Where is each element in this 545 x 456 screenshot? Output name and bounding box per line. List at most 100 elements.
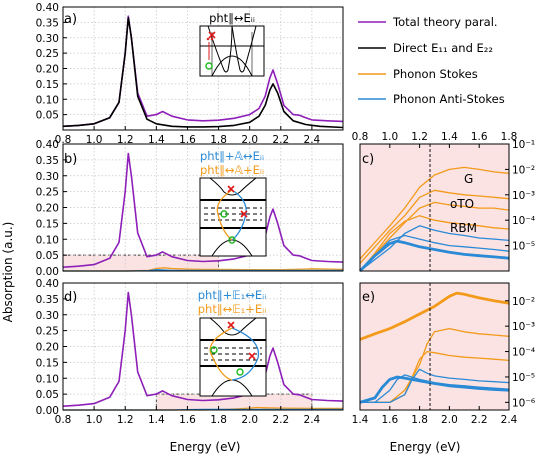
y-tick-label-d: 0.25 (36, 326, 59, 338)
series-d-total-0 (62, 291, 344, 407)
x-tick-label-d: 1.0 (86, 414, 103, 426)
inset-schematic-b: pht∥+𝔸↔Eᵢᵢ pht∥↔𝔸+Eᵢᵢ (199, 149, 267, 257)
x-tick-label-d: 2.2 (272, 414, 289, 426)
series-b-total-0 (62, 152, 344, 268)
x-tick-label-e: 2.4 (501, 414, 518, 426)
y-tick-label-b: 0.35 (36, 155, 59, 167)
inset-title-b-1: pht∥+𝔸↔Eᵢᵢ (200, 149, 264, 163)
x-tick-label-c: 1.0 (381, 131, 398, 143)
y-tick-label-d: 0.30 (36, 310, 59, 322)
inset-title-a: pht∥↔Eᵢᵢ (209, 11, 255, 25)
series-c-stokes-1 (359, 189, 510, 264)
y-tick-label-a: 0.40 (36, 2, 59, 14)
inset-title-d-2: pht∥↔𝔼₁+Eᵢᵢ (198, 302, 267, 316)
legend-label-stokes: Phonon Stokes (393, 67, 478, 81)
legend-label-direct: Direct E₁₁ and E₂₂ (393, 41, 493, 55)
annotation-g: G (464, 172, 473, 186)
x-tick-label-e: 2.0 (441, 414, 458, 426)
x-tick-label-a: 1.2 (117, 134, 134, 146)
frame-e (359, 282, 510, 411)
series-e-stokes-0 (359, 291, 510, 341)
inset-title-d-1: pht∥+𝔼₁↔Eᵢᵢ (198, 288, 267, 302)
x-tick-label-a: 1.4 (148, 134, 165, 146)
y-tick-label-b: 0.00 (36, 266, 59, 278)
x-tick-label-a: 2.2 (272, 134, 289, 146)
x-tick-label-e: 2.2 (471, 414, 488, 426)
y-tick-label-e: 10⁻⁵ (512, 372, 535, 384)
y-tick-label-d: 0.40 (36, 278, 59, 290)
y-tick-label-d: 0.10 (36, 373, 59, 385)
y-tick-label-c: 10⁻¹ (512, 139, 535, 151)
ticks-layer: 0.8 1.0 1.2 1.4 1.6 1.8 2.0 2.2 2.4 0.05 0.10 0.15 0… (36, 2, 536, 426)
x-tick-label-d: 1.6 (179, 414, 196, 426)
y-tick-label-d: 0.00 (36, 405, 59, 417)
series-c-stokes-2 (359, 201, 510, 272)
panel-label-a: a) (64, 12, 77, 27)
y-tick-label-b: 0.30 (36, 171, 59, 183)
annotation-oto: oTO (450, 197, 474, 211)
y-tick-label-d: 0.35 (36, 294, 59, 306)
inset-schematic-d: pht∥+𝔼₁↔Eᵢᵢ pht∥↔𝔼₁+Eᵢᵢ (198, 288, 267, 397)
y-tick-label-e: 10⁻³ (512, 321, 535, 333)
x-tick-label-d: 0.8 (55, 414, 72, 426)
series-layer (62, 15, 510, 411)
x-tick-label-c: 0.8 (352, 131, 369, 143)
x-tick-label-c: 1.4 (441, 131, 458, 143)
shade-layer (62, 144, 509, 411)
x-tick-label-a: 1.6 (179, 134, 196, 146)
y-tick-label-c: 10⁻³ (512, 190, 535, 202)
y-axis-label: Absorption (a.u.) (1, 222, 15, 323)
y-tick-label-e: 10⁻⁶ (512, 397, 535, 409)
x-tick-label-e: 1.8 (411, 414, 428, 426)
x-tick-label-d: 2.4 (304, 414, 321, 426)
y-tick-label-e: 10⁻⁴ (512, 347, 535, 359)
y-tick-label-d: 0.20 (36, 342, 59, 354)
series-c-stokes-3 (359, 215, 510, 272)
y-tick-label-a: 0.05 (36, 110, 59, 122)
y-tick-label-a: 0.30 (36, 33, 59, 45)
inset-title-b-2: pht∥↔𝔸+Eᵢᵢ (200, 163, 264, 177)
y-tick-label-c: 10⁻⁴ (512, 215, 535, 227)
legend: Total theory paral. Direct E₁₁ and E₂₂ P… (358, 15, 505, 106)
y-tick-label-d: 0.05 (36, 389, 59, 401)
x-tick-label-c: 1.6 (471, 131, 488, 143)
x-tick-label-d: 1.4 (148, 414, 165, 426)
x-tick-label-d: 2.0 (241, 414, 258, 426)
legend-label-antistokes: Phonon Anti-Stokes (393, 92, 505, 106)
x-tick-label-a: 2.0 (241, 134, 258, 146)
x-tick-label-a: 0.8 (55, 134, 72, 146)
x-tick-label-a: 2.4 (304, 134, 321, 146)
x-tick-label-e: 1.4 (352, 414, 369, 426)
series-c-antistokes-5 (359, 234, 510, 272)
frame-c (359, 143, 510, 272)
y-tick-label-e: 10⁻² (512, 296, 535, 308)
y-tick-label-b: 0.25 (36, 187, 59, 199)
annotation-rbm: RBM (450, 221, 477, 235)
y-tick-label-b: 0.05 (36, 250, 59, 262)
y-tick-label-b: 0.10 (36, 234, 59, 246)
x-tick-label-a: 1.0 (86, 134, 103, 146)
series-e-antistokes-5 (359, 375, 510, 404)
x-tick-label-d: 1.8 (210, 414, 227, 426)
series-e-antistokes-3 (360, 368, 510, 404)
series-a-direct-1 (62, 17, 344, 129)
x-tick-label-a: 1.8 (210, 134, 227, 146)
x-tick-label-c: 1.2 (411, 131, 428, 143)
series-c-stokes-0 (359, 166, 510, 260)
x-axis-label-right: Energy (eV) (390, 440, 461, 454)
y-tick-label-c: 10⁻⁵ (512, 241, 535, 253)
y-tick-label-b: 0.40 (36, 139, 59, 151)
panel-label-b: b) (64, 152, 77, 167)
y-tick-label-b: 0.15 (36, 218, 59, 230)
y-tick-label-b: 0.20 (36, 203, 59, 215)
series-e-stokes-1 (360, 327, 510, 404)
shade-panel-e (360, 283, 509, 410)
panel-label-d: d) (64, 290, 77, 305)
y-tick-label-d: 0.15 (36, 357, 59, 369)
inset-schematic-a: pht∥↔Eᵢᵢ (199, 11, 265, 77)
y-tick-label-a: 0.35 (36, 17, 59, 29)
y-tick-label-a: 0.20 (36, 64, 59, 76)
y-tick-label-a: 0.10 (36, 94, 59, 106)
y-tick-label-a: 0.25 (36, 48, 59, 60)
